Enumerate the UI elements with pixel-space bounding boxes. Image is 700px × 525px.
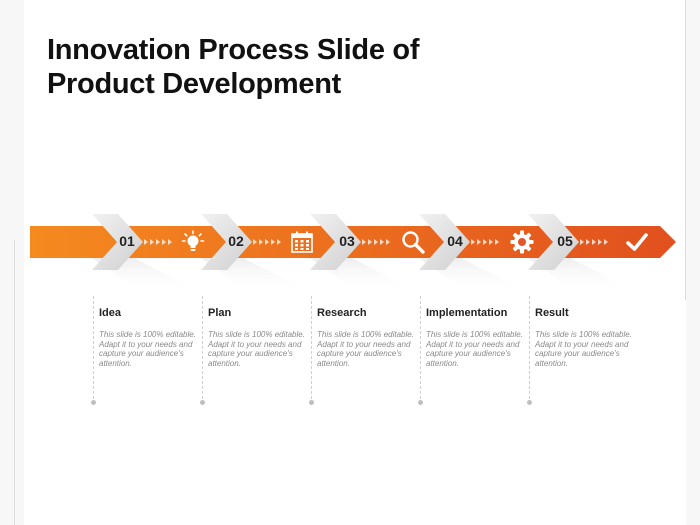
step-2-chevron xyxy=(201,214,309,292)
step-2-number: 02 xyxy=(228,233,244,249)
step-4-chevron xyxy=(419,214,527,292)
step-3-connector-dot xyxy=(309,400,314,405)
calendar-icon xyxy=(291,231,313,253)
step-4-description: This slide is 100% editable. Adapt it to… xyxy=(426,330,523,368)
step-2-description: This slide is 100% editable. Adapt it to… xyxy=(208,330,305,368)
step-3-arrow-markers xyxy=(362,239,390,245)
step-5-connector-dot xyxy=(527,400,532,405)
step-4-arrow-markers xyxy=(471,239,499,245)
step-3-title: Research xyxy=(317,307,367,319)
step-4-connector-line xyxy=(420,296,421,404)
step-3-number: 03 xyxy=(339,233,355,249)
step-4-connector-dot xyxy=(418,400,423,405)
step-2-connector-dot xyxy=(200,400,205,405)
step-3-connector-line xyxy=(311,296,312,404)
step-1-connector-dot xyxy=(91,400,96,405)
step-1-number: 01 xyxy=(119,233,135,249)
step-3-chevron xyxy=(310,214,418,292)
step-5-arrow-markers xyxy=(580,239,608,245)
step-1-chevron xyxy=(92,214,200,292)
step-1-title: Idea xyxy=(99,307,122,319)
step-1-arrow-markers xyxy=(144,239,172,245)
step-2-connector-line xyxy=(202,296,203,404)
magnifier-icon xyxy=(402,231,425,254)
step-4-title: Implementation xyxy=(426,307,508,319)
step-2-arrow-markers xyxy=(253,239,281,245)
step-3-description: This slide is 100% editable. Adapt it to… xyxy=(317,330,414,368)
step-5-number: 05 xyxy=(557,233,573,249)
slide-right-edge xyxy=(685,0,686,300)
gear-icon xyxy=(510,230,534,254)
lightbulb-icon xyxy=(181,230,205,251)
step-5-description: This slide is 100% editable. Adapt it to… xyxy=(535,330,632,368)
checkmark-icon xyxy=(626,233,648,251)
step-5-title: Result xyxy=(535,307,569,319)
step-5-connector-line xyxy=(529,296,530,404)
slide-left-edge xyxy=(14,240,15,525)
step-1-description: This slide is 100% editable. Adapt it to… xyxy=(99,330,196,368)
step-4-number: 04 xyxy=(447,233,463,249)
slide-title: Innovation Process Slide of Product Deve… xyxy=(47,34,420,100)
step-5-chevron xyxy=(528,214,636,292)
step-2-title: Plan xyxy=(208,307,232,319)
step-1-connector-line xyxy=(93,296,94,404)
